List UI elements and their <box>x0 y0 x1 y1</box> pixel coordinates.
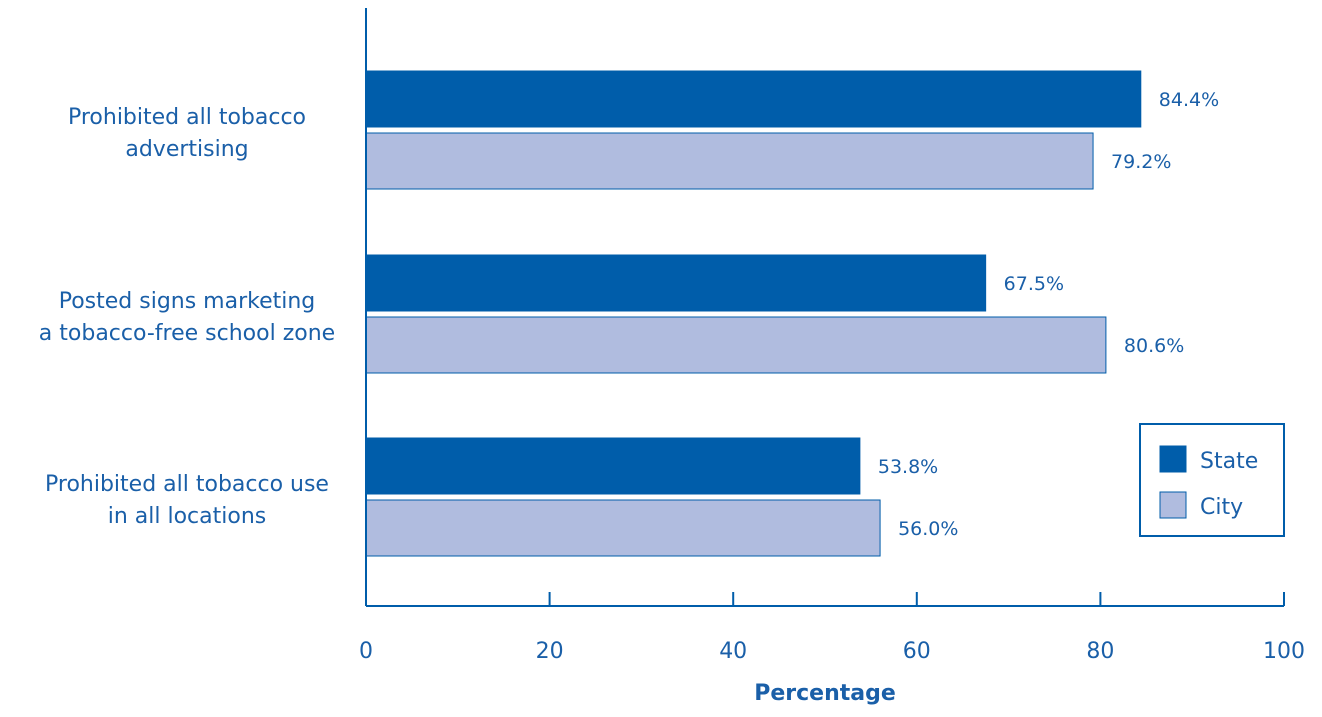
x-tick-label-3: 60 <box>903 639 931 664</box>
bars-group <box>365 70 1142 557</box>
x-tick-label-4: 80 <box>1086 639 1114 664</box>
x-tick-label-0: 0 <box>359 639 373 664</box>
x-axis-title: Percentage <box>754 681 896 706</box>
value-label-state-0: 84.4% <box>1159 89 1219 111</box>
x-tick-label-5: 100 <box>1263 639 1305 664</box>
category-label-2: Prohibited all tobacco use in all locatio… <box>45 472 329 529</box>
bar-city-1 <box>365 316 1107 374</box>
legend-label-city: City <box>1200 495 1243 520</box>
bar-city-2 <box>365 499 881 557</box>
bar-state-1 <box>365 254 987 312</box>
category-label-1: Posted signs marketing a tobacco-free sch… <box>39 289 335 346</box>
value-label-city-1: 80.6% <box>1124 335 1184 357</box>
value-label-city-2: 56.0% <box>898 518 958 540</box>
bar-state-0 <box>365 70 1142 128</box>
value-label-state-2: 53.8% <box>878 456 938 478</box>
x-tick-label-1: 20 <box>536 639 564 664</box>
legend-swatch-city <box>1159 491 1187 519</box>
bar-city-0 <box>365 132 1094 190</box>
legend-label-state: State <box>1200 449 1258 474</box>
axes-group: 0 20 40 60 80 100 <box>359 8 1305 664</box>
legend: State City <box>1139 423 1285 537</box>
value-label-state-1: 67.5% <box>1004 273 1064 295</box>
category-label-0: Prohibited all tobacco advertising <box>68 105 306 162</box>
x-tick-label-2: 40 <box>719 639 747 664</box>
value-label-city-0: 79.2% <box>1111 151 1171 173</box>
legend-swatch-state <box>1159 445 1187 473</box>
labels-group: 84.4% 79.2% Prohibited all tobacco advertis… <box>39 89 1219 540</box>
bar-state-2 <box>365 437 861 495</box>
